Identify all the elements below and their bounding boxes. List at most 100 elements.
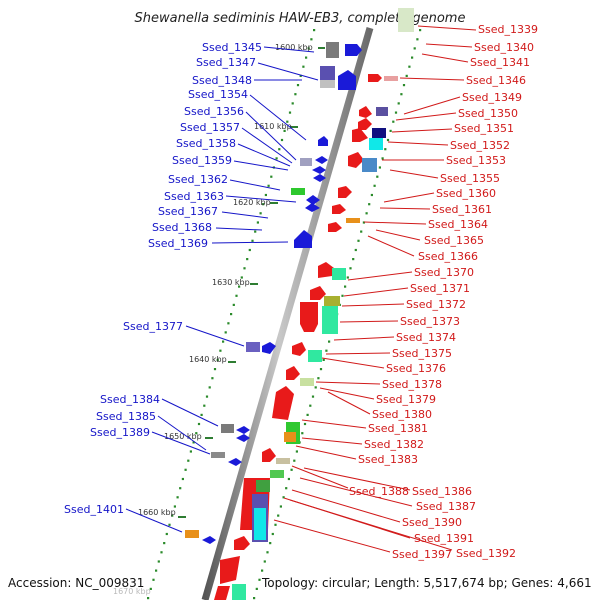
gene-label: Ssed_1358 xyxy=(176,137,236,150)
gene-label: Ssed_1373 xyxy=(400,315,460,328)
track-tick xyxy=(408,65,411,68)
track-tick xyxy=(270,175,273,178)
gene-label: Ssed_1384 xyxy=(100,393,160,406)
gene-block xyxy=(346,218,360,223)
track-tick xyxy=(392,120,395,123)
track-tick xyxy=(251,239,254,242)
track-tick xyxy=(287,477,290,481)
gene-arrow xyxy=(306,195,320,205)
gene-arrow xyxy=(348,152,364,168)
kbp-label: 1670 kbp xyxy=(113,587,151,596)
track-tick xyxy=(267,184,270,187)
track-tick xyxy=(302,65,305,68)
track-tick xyxy=(295,450,298,453)
gene-block xyxy=(384,76,398,81)
kbp-label: 1640 kbp xyxy=(189,355,227,364)
leader-line xyxy=(215,227,263,231)
gene-label: Ssed_1353 xyxy=(446,154,506,167)
track-tick xyxy=(290,468,293,471)
track-tick xyxy=(381,157,384,160)
leader-line xyxy=(363,221,427,225)
gene-label: Ssed_1369 xyxy=(148,237,208,250)
gene-block xyxy=(291,188,305,195)
gene-label: Ssed_1397 xyxy=(392,548,452,561)
gene-label: Ssed_1366 xyxy=(418,250,478,263)
track-tick xyxy=(227,322,230,325)
leader-line xyxy=(315,381,381,385)
kbp-label: 1660 kbp xyxy=(138,508,176,517)
track-tick xyxy=(189,450,192,453)
gene-block xyxy=(270,470,284,478)
track-tick xyxy=(246,258,249,261)
gene-arrow xyxy=(368,74,382,82)
track-tick xyxy=(386,138,390,142)
track-tick xyxy=(354,248,357,252)
track-tick xyxy=(173,505,176,508)
leader-line xyxy=(327,391,371,415)
track-tick xyxy=(271,532,274,536)
track-tick xyxy=(397,102,400,105)
track-tick xyxy=(208,386,211,389)
left-gene-labels: Ssed_1345 Ssed_1347 Ssed_1348 Ssed_1354 … xyxy=(64,41,319,533)
leader-line xyxy=(289,499,453,551)
gene-block xyxy=(369,138,383,150)
gene-label: Ssed_1383 xyxy=(358,453,418,466)
gene-block xyxy=(308,350,322,362)
track-tick xyxy=(325,349,328,352)
gene-label: Ssed_1387 xyxy=(416,500,476,513)
leader-line xyxy=(403,96,461,115)
leader-line xyxy=(421,53,469,63)
track-tick xyxy=(230,313,233,316)
track-tick xyxy=(402,84,406,87)
gene-block xyxy=(211,452,225,458)
leader-line xyxy=(417,25,477,31)
track-tick xyxy=(313,29,316,32)
track-tick xyxy=(222,340,225,343)
gene-arrow xyxy=(315,156,328,164)
gene-label: Ssed_1351 xyxy=(454,122,514,135)
gene-label: Ssed_1375 xyxy=(392,347,452,360)
gene-arrow xyxy=(359,106,372,118)
leader-line xyxy=(241,127,293,164)
gene-arrow xyxy=(358,118,372,130)
gene-block xyxy=(398,8,414,32)
gene-label: Ssed_1401 xyxy=(64,503,124,516)
leader-line xyxy=(299,477,413,507)
track-tick xyxy=(168,523,171,526)
track-tick xyxy=(280,138,284,142)
track-tick xyxy=(394,111,398,114)
gene-arrow xyxy=(352,128,368,142)
leader-line xyxy=(125,508,183,533)
track-tick xyxy=(376,175,379,178)
leader-line xyxy=(161,398,219,427)
track-tick xyxy=(365,212,368,215)
track-tick xyxy=(254,230,257,233)
track-tick xyxy=(262,203,265,206)
track-tick xyxy=(352,258,355,261)
leader-line xyxy=(339,320,399,323)
leader-line xyxy=(221,211,269,219)
track-tick xyxy=(176,496,179,499)
kbp-label: 1610 kbp xyxy=(254,122,292,131)
gene-label: Ssed_1392 xyxy=(456,547,516,560)
gene-label: Ssed_1378 xyxy=(382,378,442,391)
gene-block xyxy=(300,378,314,386)
gene-arrow xyxy=(236,426,250,434)
track-tick xyxy=(389,129,392,132)
track-tick xyxy=(278,148,281,151)
gene-arrow xyxy=(305,203,320,212)
gene-arrow xyxy=(310,286,326,300)
gene-block xyxy=(372,128,386,138)
gene-label: Ssed_1346 xyxy=(466,74,526,87)
gene-arrow xyxy=(338,186,352,198)
gene-arrow xyxy=(262,342,276,354)
gene-block xyxy=(254,508,266,540)
track-tick xyxy=(309,404,312,407)
leader-line xyxy=(225,195,297,203)
track-tick xyxy=(165,532,168,536)
track-tick xyxy=(163,542,166,545)
leader-line xyxy=(263,46,315,53)
track-tick xyxy=(306,413,309,416)
track-tick xyxy=(357,239,360,242)
